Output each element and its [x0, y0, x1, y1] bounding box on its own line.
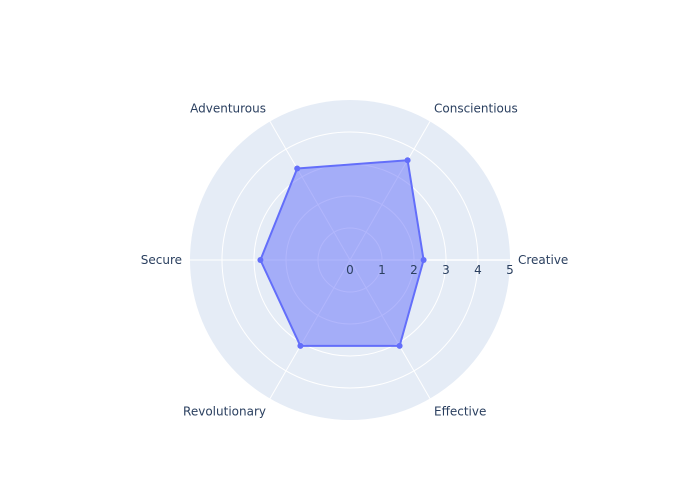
- radial-tick-labels: 0 1 2 3 4 5: [346, 263, 514, 277]
- category-labels: Creative Conscientious Adventurous Secure Re…: [141, 102, 569, 419]
- radial-tick-label-4: 4: [474, 263, 482, 277]
- category-label-effective: Effective: [434, 404, 486, 418]
- category-label-creative: Creative: [518, 253, 568, 267]
- category-label-conscientious: Conscientious: [434, 102, 518, 116]
- radial-tick-label-3: 3: [442, 263, 450, 277]
- data-point-creative[interactable]: [420, 257, 427, 263]
- data-point-secure[interactable]: [257, 257, 264, 263]
- data-point-effective[interactable]: [396, 342, 403, 349]
- radial-tick-label-1: 1: [378, 263, 386, 277]
- radial-tick-label-0: 0: [346, 263, 354, 277]
- radial-tick-label-5: 5: [506, 263, 514, 277]
- radial-tick-label-2: 2: [410, 263, 418, 277]
- category-label-revolutionary: Revolutionary: [183, 404, 266, 418]
- data-point-conscientious[interactable]: [404, 157, 411, 164]
- series-layer: [257, 157, 427, 349]
- category-label-secure: Secure: [141, 253, 182, 267]
- data-point-adventurous[interactable]: [294, 165, 301, 172]
- category-label-adventurous: Adventurous: [190, 102, 266, 116]
- data-point-revolutionary[interactable]: [297, 342, 304, 349]
